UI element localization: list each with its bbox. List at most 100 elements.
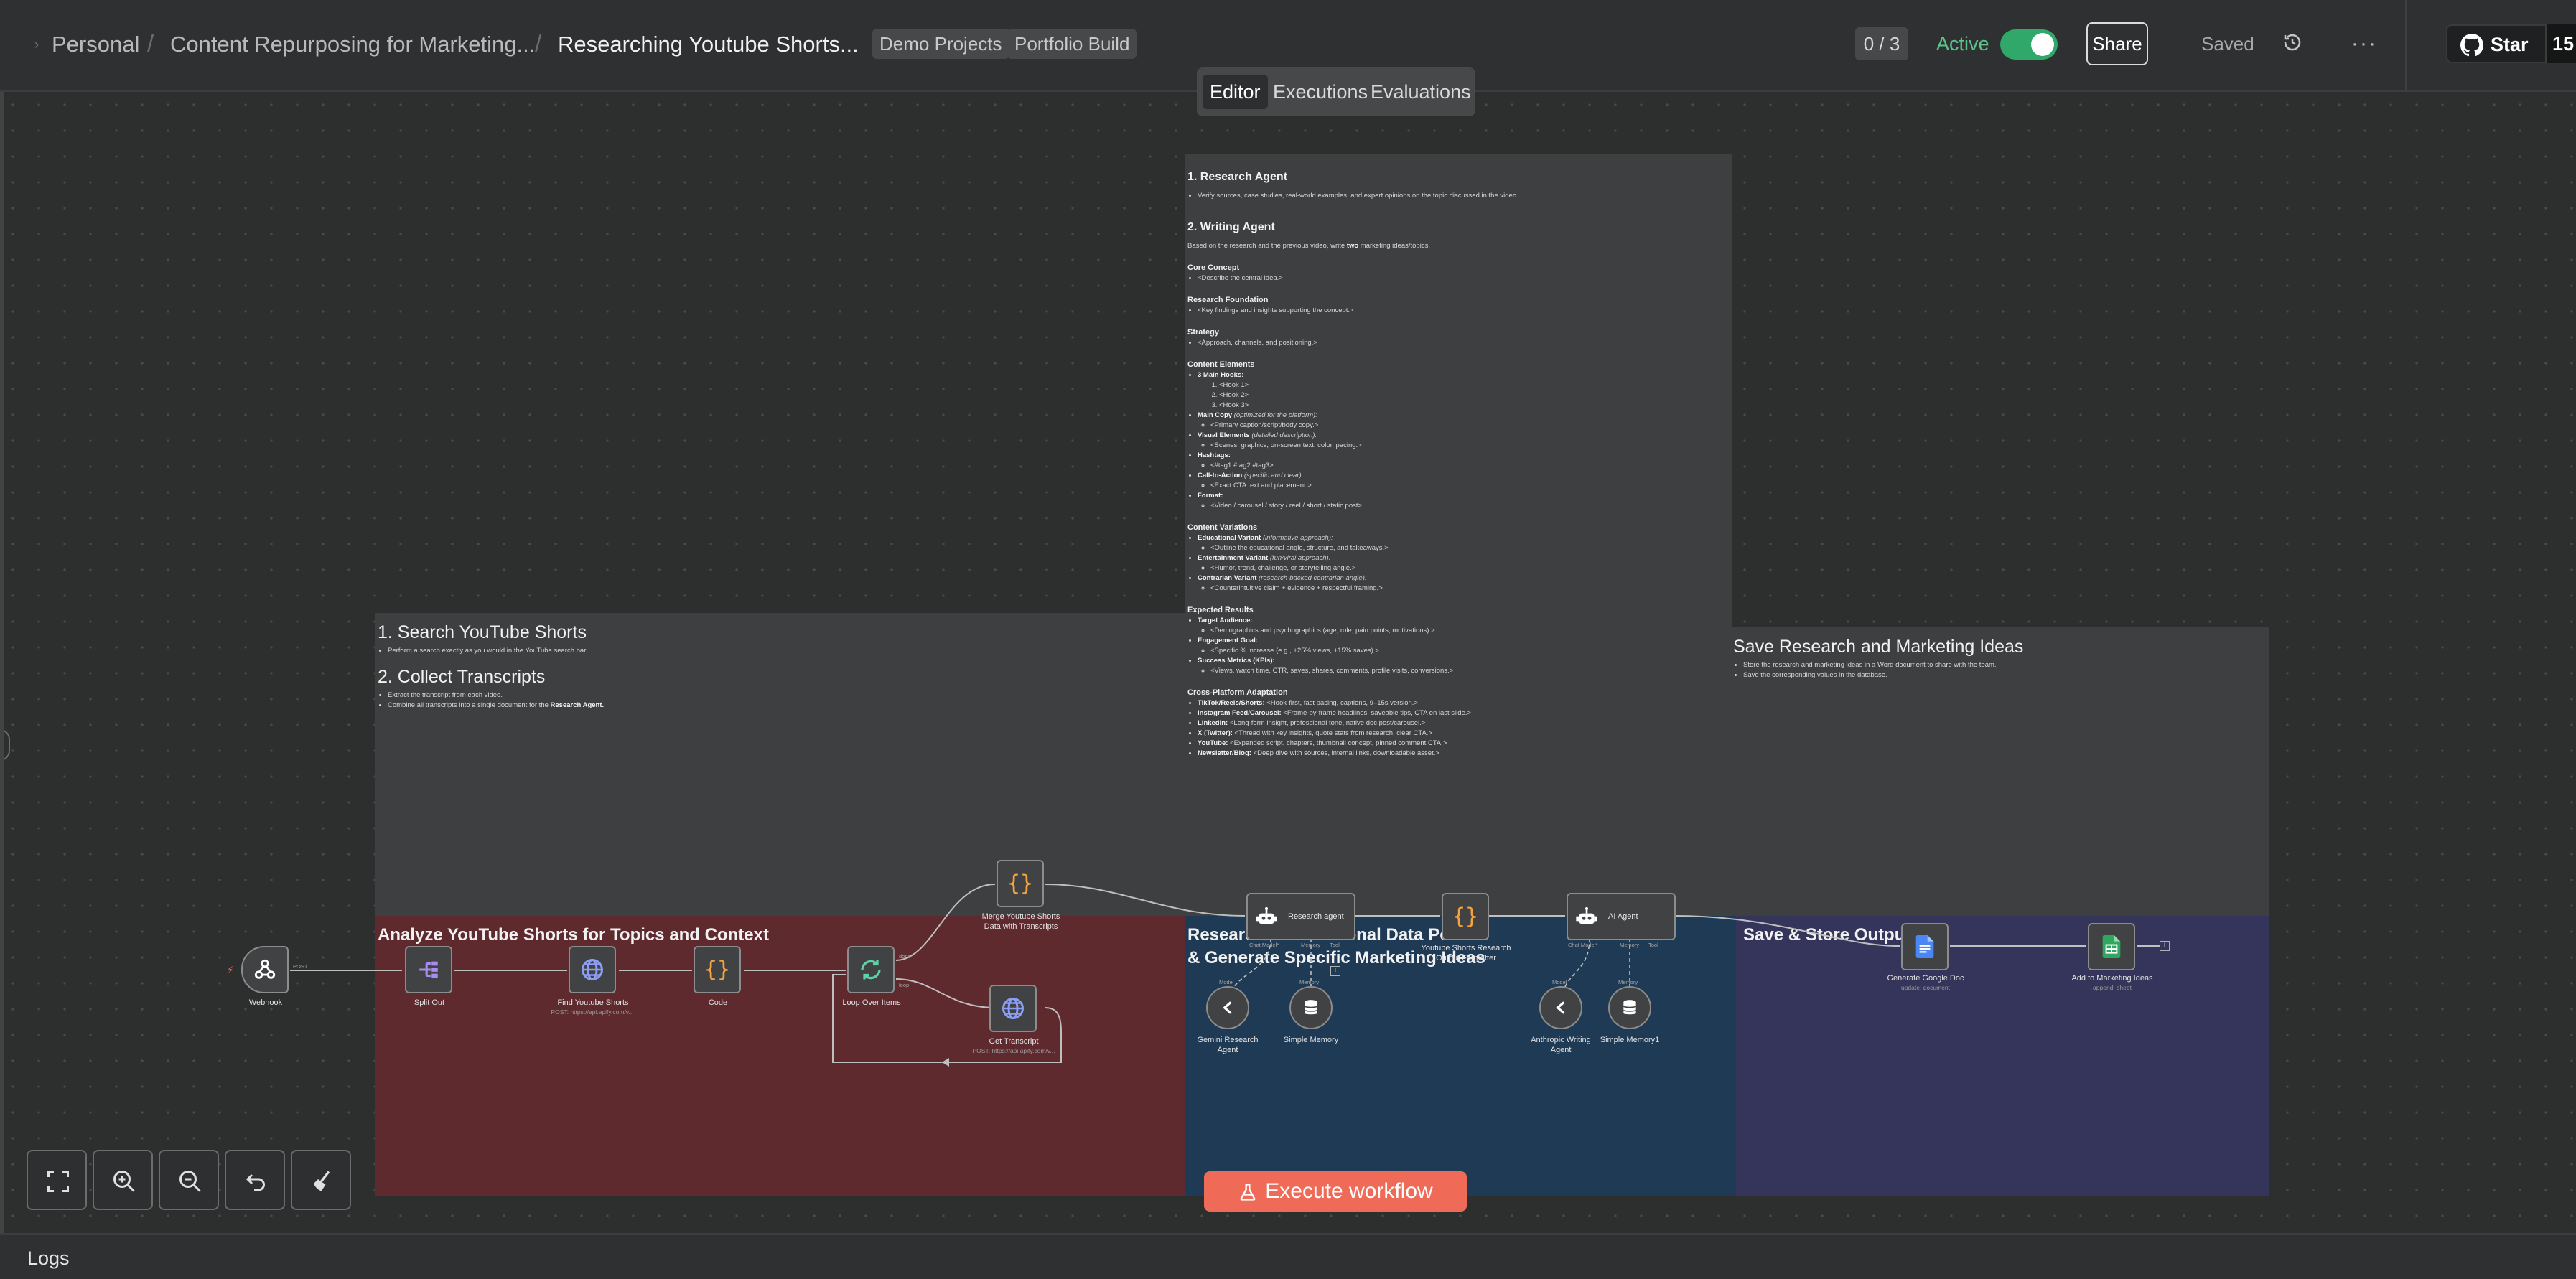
github-star-button[interactable]: Star [2446,24,2547,63]
port-label-model: Model [1552,979,1567,985]
active-label: Active [1936,33,1989,55]
code-braces-icon: {} [1452,904,1479,929]
breadcrumb-personal[interactable]: Personal [52,32,140,57]
note-search-collect[interactable]: 1. Search YouTube Shorts Perform a searc… [375,613,1186,916]
flask-icon [1240,1184,1256,1201]
note-subheading: Content Variations [1187,523,1258,532]
split-out-icon [419,961,438,978]
loop-icon [861,960,881,980]
agent-title: AI Agent [1608,912,1638,921]
node-label-anthropic: Anthropic Writing Agent [1531,1036,1591,1054]
note-agent-instructions[interactable]: 1. Research Agent Verify sources, case s… [1185,154,1732,916]
node-generate-google-doc[interactable] [1901,923,1949,970]
node-ai-agent[interactable]: AI Agent [1567,893,1676,940]
note-subheading: Content Elements [1187,360,1255,369]
zoom-out-button[interactable] [159,1150,219,1210]
node-gemini-research-agent[interactable] [1206,986,1249,1029]
zoom-in-button[interactable] [93,1150,153,1210]
tag-demo-projects[interactable]: Demo Projects [872,29,1009,59]
node-get-transcript[interactable] [989,985,1037,1032]
port-label-memory: Memory [1618,979,1638,985]
share-button[interactable]: Share [2086,22,2148,65]
note-text: Engagement Goal: <Specific % increase (e… [1198,636,1729,656]
node-add-marketing-ideas[interactable] [2088,923,2135,970]
node-sub-marketing-ideas: append: sheet [2093,984,2132,991]
section-analyze[interactable]: Analyze YouTube Shorts for Topics and Co… [375,916,1186,1196]
note-subheading: Cross-Platform Adaptation [1187,688,1288,697]
port-label-memory: Memory [1620,942,1640,948]
node-output-formatter[interactable]: {} [1442,893,1489,940]
evaluation-counter[interactable]: 0 / 3 [1855,27,1908,60]
breadcrumb-project[interactable]: Content Repurposing for Marketing... [170,32,536,57]
node-webhook[interactable] [241,946,289,993]
note-text: Main Copy (optimized for the platform): … [1198,411,1729,431]
breadcrumb-separator: / [147,30,154,57]
tab-editor[interactable]: Editor [1203,75,1268,109]
note-text: Target Audience: <Demographics and psych… [1198,616,1729,636]
node-simple-memory[interactable] [1289,986,1333,1029]
note-heading: 2. Writing Agent [1187,221,1275,233]
anthropic-model-icon [1556,1001,1565,1014]
note-text: YouTube: <Expanded script, chapters, thu… [1198,739,1729,749]
breadcrumb-caret-icon[interactable]: › [34,37,39,52]
google-docs-icon [1915,935,1934,958]
port-label-memory: Memory [1301,942,1321,948]
breadcrumb-separator: / [535,30,542,57]
toggle-knob [2031,33,2054,56]
note-text: Instagram Feed/Carousel: <Frame-by-frame… [1198,708,1729,718]
globe-icon [582,959,603,980]
tag-portfolio-build[interactable]: Portfolio Build [1007,29,1137,59]
node-sub-get-transcript: POST: https://api.apify.com/v... [972,1047,1055,1054]
node-sub-find-shorts: POST: https://api.apify.com/v... [551,1008,634,1016]
section-research[interactable]: Research for Additional Data Points & Ge… [1185,916,1736,1196]
logs-panel[interactable]: Logs [0,1233,2576,1279]
node-split-out[interactable] [405,946,452,993]
note-save-research[interactable]: Save Research and Marketing Ideas Store … [1730,627,2269,916]
active-toggle[interactable] [2000,29,2058,60]
workflow-canvas[interactable]: 1. Search YouTube Shorts Perform a searc… [0,92,2576,1233]
node-merge-shorts-transcripts[interactable]: {} [997,860,1044,907]
fit-view-icon [47,1171,69,1192]
note-text: TikTok/Reels/Shorts: <Hook-first, fast p… [1198,698,1729,708]
logs-label: Logs [27,1247,70,1269]
node-research-agent[interactable]: Research agent [1246,893,1355,940]
node-simple-memory1[interactable] [1608,986,1651,1029]
node-label-loop: Loop Over Items [842,998,901,1007]
tidy-up-button[interactable] [291,1150,351,1210]
star-count: 15 [2547,24,2576,63]
fit-view-button[interactable] [27,1150,87,1210]
note-text: Format: <Video / carousel / story / reel… [1198,491,1729,511]
node-label-merge: Merge Youtube Shorts Data with Transcript… [981,912,1060,931]
history-icon[interactable] [2282,32,2303,53]
reset-zoom-button[interactable] [225,1150,285,1210]
node-anthropic-writing-agent[interactable] [1539,986,1582,1029]
add-node-icon[interactable]: + [2160,941,2170,951]
port-label-chat-model: Chat Model* [1249,942,1279,948]
node-loop-over-items[interactable] [847,946,895,993]
execute-workflow-button[interactable]: Execute workflow [1204,1171,1467,1212]
section-store[interactable]: Save & Store Output [1736,916,2269,1196]
more-options-icon[interactable]: ··· [2351,32,2377,55]
zoom-in-icon [113,1171,135,1192]
database-icon [1304,1000,1318,1015]
note-subheading: Expected Results [1187,606,1254,614]
note-subheading: Strategy [1187,328,1220,337]
tab-executions[interactable]: Executions [1273,81,1368,103]
tab-evaluations[interactable]: Evaluations [1371,81,1471,103]
port-label-done: done [899,953,911,960]
node-sub-google-doc: update: document [1900,984,1951,991]
note-text: Perform a search exactly as you would in… [388,646,1183,656]
node-find-youtube-shorts[interactable] [569,946,616,993]
code-braces-icon: {} [1007,871,1034,896]
workflow-name[interactable]: Researching Youtube Shorts... [558,32,859,57]
node-label-code: Code [708,998,728,1007]
node-code[interactable]: {} [694,946,741,993]
note-text: Newsletter/Blog: <Deep dive with sources… [1198,749,1729,759]
header-divider [2405,0,2407,90]
node-label-google-doc: Generate Google Doc [1887,974,1964,983]
node-label-get-transcript: Get Transcript [989,1037,1039,1046]
note-text: Success Metrics (KPIs): <Views, watch ti… [1198,656,1729,676]
add-tool-icon[interactable]: + [1330,966,1340,976]
note-text: Hashtags: <#tag1 #tag2 #tag3> [1198,451,1729,471]
database-icon [1623,1000,1637,1015]
